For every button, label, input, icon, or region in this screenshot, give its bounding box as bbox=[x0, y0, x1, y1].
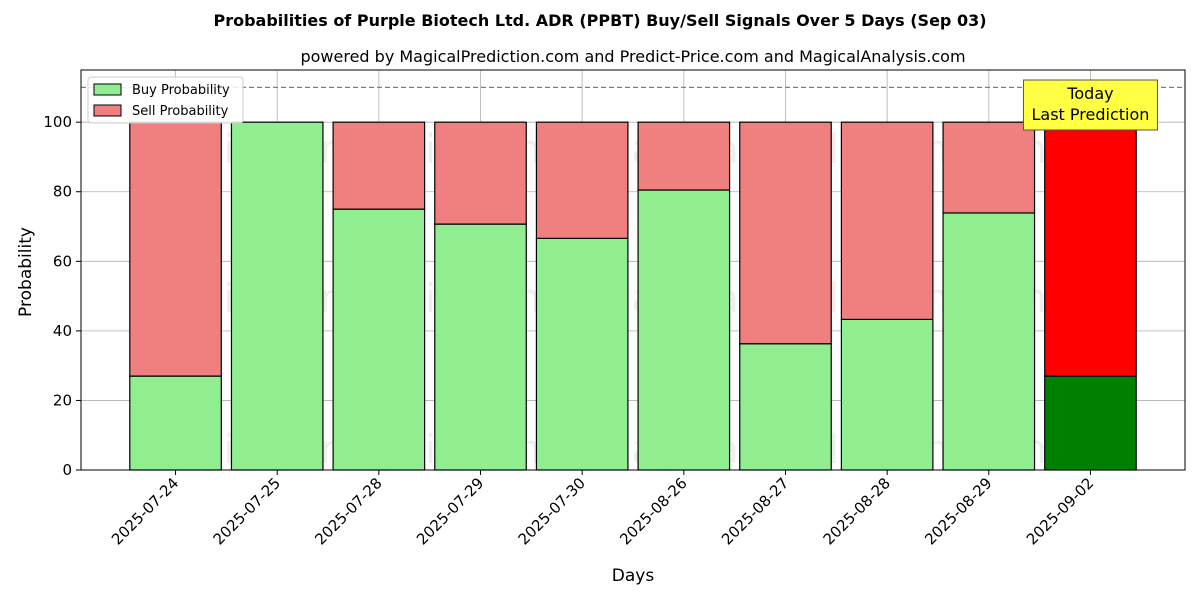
chart-title: Probabilities of Purple Biotech Ltd. ADR… bbox=[213, 11, 986, 30]
bar-sell-2025-08-28 bbox=[840, 121, 934, 320]
bar-sell-2025-09-02 bbox=[1044, 121, 1137, 377]
legend-label-sell: Sell Probability bbox=[132, 104, 229, 119]
bar-buy-2025-09-02 bbox=[1044, 375, 1137, 471]
bar-sell-2025-07-24 bbox=[129, 121, 222, 377]
x-tick-label: 2025-07-25 bbox=[210, 474, 284, 548]
y-tick-label: 60 bbox=[53, 252, 72, 270]
y-tick-label: 20 bbox=[53, 391, 72, 409]
bar-buy-2025-07-30 bbox=[535, 237, 629, 471]
annotation-text: Last Prediction bbox=[1032, 105, 1150, 124]
bar-sell-2025-08-27 bbox=[739, 121, 832, 345]
y-axis-label: Probability bbox=[16, 227, 36, 317]
y-tick-label: 100 bbox=[43, 113, 72, 131]
plot-frame bbox=[80, 69, 1186, 471]
bar-sell-2025-07-30 bbox=[535, 121, 629, 239]
annotation-box bbox=[1022, 79, 1158, 131]
x-tick-label: 2025-07-28 bbox=[311, 474, 385, 548]
bar-buy-2025-07-24 bbox=[129, 375, 222, 471]
x-tick-label: 2025-07-24 bbox=[108, 474, 182, 548]
legend-box bbox=[87, 76, 244, 124]
legend-swatch-buy bbox=[93, 83, 122, 96]
x-tick-label: 2025-07-29 bbox=[413, 474, 487, 548]
y-tick-label: 0 bbox=[62, 461, 72, 479]
x-tick-label: 2025-08-29 bbox=[921, 474, 995, 548]
x-tick-label: 2025-08-28 bbox=[820, 474, 894, 548]
bar-buy-2025-07-28 bbox=[332, 208, 426, 471]
x-tick-label: 2025-07-30 bbox=[515, 474, 589, 548]
bar-sell-2025-08-26 bbox=[637, 121, 731, 191]
annotation-text: Today bbox=[1066, 84, 1113, 103]
chart-subtitle: powered by MagicalPrediction.com and Pre… bbox=[300, 47, 965, 66]
bar-buy-2025-08-28 bbox=[840, 318, 934, 471]
bar-buy-2025-07-25 bbox=[230, 121, 324, 471]
legend: Buy Probability Sell Probability bbox=[87, 76, 244, 124]
bar-buy-2025-07-29 bbox=[434, 223, 527, 471]
x-tick-label: 2025-09-02 bbox=[1023, 474, 1097, 548]
x-axis-label: Days bbox=[612, 566, 655, 586]
y-tick-label: 40 bbox=[53, 322, 72, 340]
legend-label-buy: Buy Probability bbox=[132, 83, 230, 98]
bar-buy-2025-08-27 bbox=[739, 343, 832, 471]
x-tick-label: 2025-08-27 bbox=[718, 474, 792, 548]
bar-buy-2025-08-29 bbox=[942, 212, 1036, 471]
bar-sell-2025-07-28 bbox=[332, 121, 426, 210]
bar-sell-2025-07-29 bbox=[434, 121, 527, 225]
bar-sell-2025-08-29 bbox=[942, 121, 1036, 214]
y-tick-label: 80 bbox=[53, 183, 72, 201]
legend-swatch-sell bbox=[93, 104, 122, 117]
x-tick-label: 2025-08-26 bbox=[616, 474, 690, 548]
bar-buy-2025-08-26 bbox=[637, 189, 731, 471]
